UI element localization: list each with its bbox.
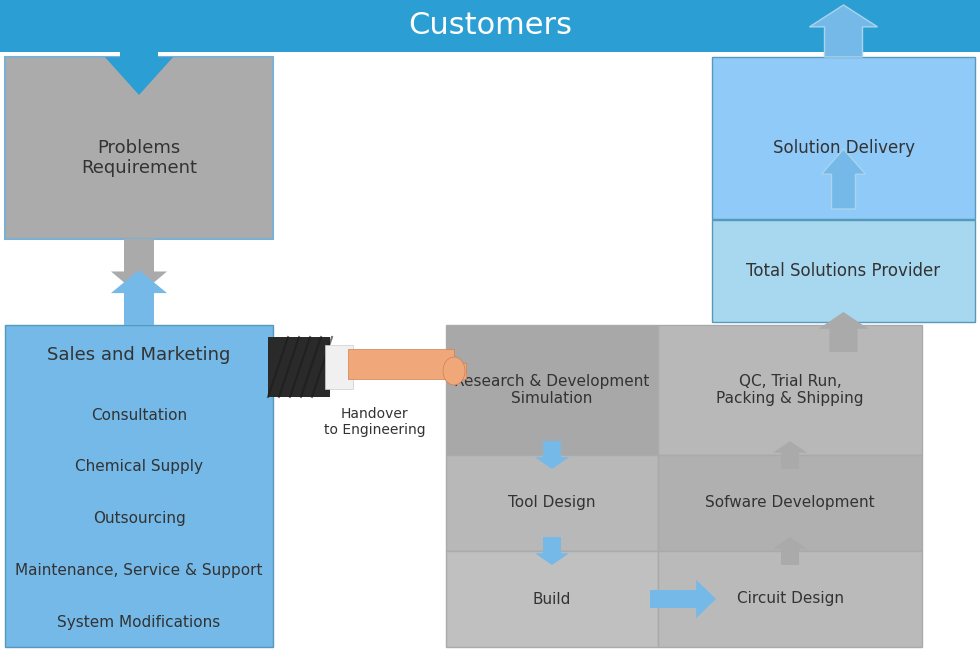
Bar xyxy=(0,0,980,52)
Text: Consultation: Consultation xyxy=(91,407,187,422)
Bar xyxy=(658,455,922,551)
Ellipse shape xyxy=(443,357,465,385)
Polygon shape xyxy=(773,537,807,565)
Bar xyxy=(268,337,330,397)
Text: Circuit Design: Circuit Design xyxy=(737,591,844,606)
Text: Chemical Supply: Chemical Supply xyxy=(75,460,203,475)
Bar xyxy=(658,325,922,455)
Text: Tool Design: Tool Design xyxy=(509,496,596,511)
Text: Solution Delivery: Solution Delivery xyxy=(772,139,914,157)
Text: Research & Development
Simulation: Research & Development Simulation xyxy=(455,374,650,406)
Bar xyxy=(712,220,975,322)
Text: Maintenance, Service & Support: Maintenance, Service & Support xyxy=(16,564,263,579)
Polygon shape xyxy=(535,537,569,565)
Text: Customers: Customers xyxy=(408,12,572,41)
Bar xyxy=(5,57,273,239)
Text: Sales and Marketing: Sales and Marketing xyxy=(47,346,230,364)
Bar xyxy=(658,551,922,647)
Polygon shape xyxy=(821,149,865,209)
Text: Outsourcing: Outsourcing xyxy=(93,511,185,526)
Text: Handover
to Engineering: Handover to Engineering xyxy=(323,407,425,437)
Bar xyxy=(446,325,658,455)
Bar xyxy=(446,455,658,551)
Text: System Modifications: System Modifications xyxy=(58,615,220,630)
Text: QC, Trial Run,
Packing & Shipping: QC, Trial Run, Packing & Shipping xyxy=(716,374,863,406)
Polygon shape xyxy=(535,441,569,469)
Text: Sofware Development: Sofware Development xyxy=(706,496,875,511)
Bar xyxy=(446,551,658,647)
Bar xyxy=(325,345,353,389)
Polygon shape xyxy=(348,349,466,379)
Polygon shape xyxy=(105,5,173,95)
Text: Problems
Requirement: Problems Requirement xyxy=(81,139,197,177)
Polygon shape xyxy=(809,5,877,57)
Polygon shape xyxy=(111,239,167,295)
Polygon shape xyxy=(111,270,167,325)
Text: Build: Build xyxy=(533,591,571,606)
Polygon shape xyxy=(818,312,868,352)
Text: Total Solutions Provider: Total Solutions Provider xyxy=(747,262,941,280)
Bar xyxy=(5,325,273,647)
Polygon shape xyxy=(773,441,807,469)
Bar xyxy=(712,57,975,219)
Polygon shape xyxy=(650,580,716,618)
